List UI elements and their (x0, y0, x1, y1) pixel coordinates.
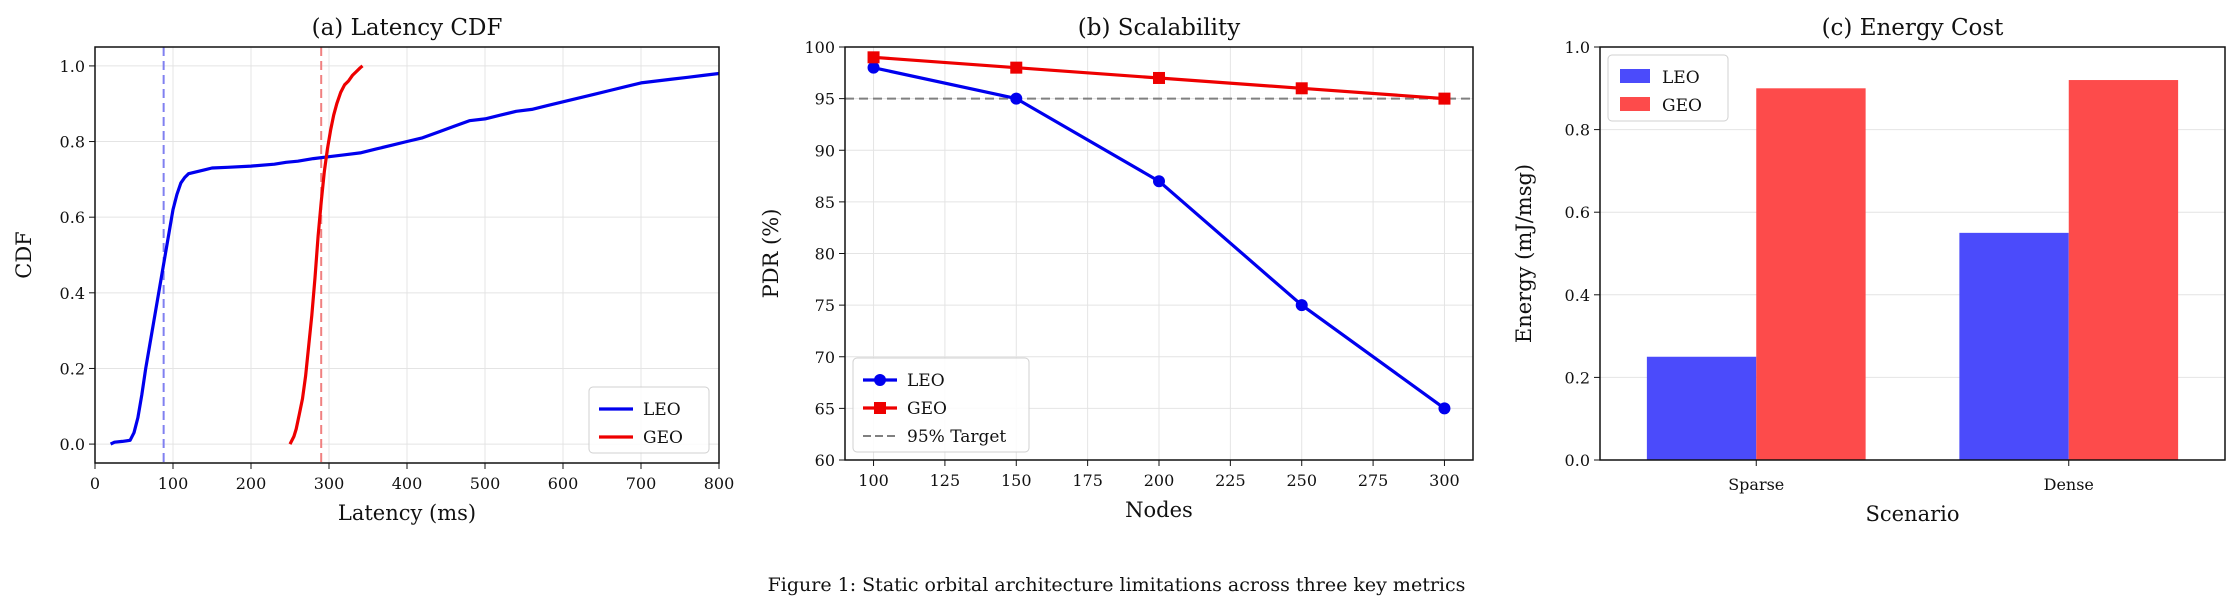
x-tick-label: 500 (470, 474, 501, 493)
series-line-leo (109, 71, 719, 446)
legend: LEO GEO (588, 386, 710, 454)
y-tick-label: 0.4 (1565, 286, 1590, 305)
y-tick-label: 75 (815, 296, 835, 315)
x-tick-label: 200 (1144, 471, 1175, 490)
plot-area (1646, 80, 2179, 460)
x-tick-label: Dense (2044, 475, 2094, 494)
y-tick-label: 90 (815, 141, 835, 160)
x-tick-label: 600 (548, 474, 579, 493)
data-point-geo (1010, 61, 1023, 74)
legend: LEO GEO (1607, 54, 1729, 122)
data-point-geo (1153, 71, 1165, 84)
x-tick-label: 250 (1286, 471, 1317, 490)
chart-title: (c) Energy Cost (1822, 15, 2005, 41)
y-tick-label: 1.0 (60, 57, 85, 76)
data-point-leo (1295, 299, 1308, 312)
axes-frame (94, 46, 720, 464)
series-line-geo (288, 64, 364, 445)
y-axis-label: CDF (12, 231, 36, 278)
figure-caption: Figure 1: Static orbital architecture li… (767, 574, 1466, 596)
data-point-leo (867, 61, 880, 74)
x-tick-label: 150 (1001, 471, 1032, 490)
y-tick-label: 0.8 (60, 133, 85, 152)
y-tick-label: 80 (815, 245, 835, 264)
y-tick-label: 0.6 (1565, 203, 1590, 222)
legend-label: LEO (643, 400, 681, 420)
x-tick-label: 275 (1358, 471, 1389, 490)
y-tick-label: 0.8 (1565, 121, 1590, 140)
axes-frame (844, 46, 1474, 461)
bar-leo-sparse (1646, 356, 1757, 460)
y-axis-label: PDR (%) (759, 209, 783, 299)
y-tick-label: 95 (815, 90, 835, 109)
legend-label: GEO (1662, 96, 1702, 116)
y-tick-label: 0.0 (1565, 451, 1590, 470)
data-point-leo (1153, 175, 1165, 188)
legend-swatch (1620, 97, 1650, 111)
x-tick-label: 175 (1072, 471, 1103, 490)
data-point-geo (1295, 82, 1308, 95)
chart-panel-1: 0.0 0.2 0.4 0.6 0.8 1.0 0 100 200 300 400 500 600 700… (12, 15, 734, 525)
legend-label: LEO (1662, 68, 1700, 88)
legend-swatch (1620, 69, 1650, 83)
data-point-leo (1438, 402, 1451, 415)
y-tick-label: 100 (804, 38, 835, 57)
bar-geo-sparse (1756, 88, 1866, 460)
legend-marker (874, 374, 886, 386)
y-tick-label: 85 (815, 193, 835, 212)
legend-label: LEO (907, 371, 945, 391)
y-tick-label: 65 (815, 399, 835, 418)
x-tick-label: 700 (626, 474, 657, 493)
y-tick-label: 0.2 (1565, 368, 1590, 387)
y-tick-label: 0.6 (60, 208, 85, 227)
y-tick-label: 0.2 (60, 359, 85, 378)
x-tick-label: 225 (1215, 471, 1246, 490)
x-tick-label: 125 (930, 471, 961, 490)
axes-frame (1599, 46, 2226, 461)
x-tick-label: Sparse (1728, 475, 1784, 494)
legend: LEO GEO 95% Target (852, 357, 1030, 453)
y-tick-label: 70 (815, 348, 835, 367)
bar-geo-dense (2068, 80, 2179, 460)
chart-title: (a) Latency CDF (312, 15, 503, 41)
data-point-geo (867, 51, 880, 64)
data-point-leo (1010, 92, 1023, 105)
x-axis-label: Nodes (1125, 498, 1193, 522)
x-tick-label: 200 (236, 474, 267, 493)
bar-leo-dense (1959, 232, 2069, 460)
y-tick-label: 0.4 (60, 284, 85, 303)
chart-title: (b) Scalability (1078, 15, 1240, 41)
x-tick-label: 100 (158, 474, 189, 493)
x-tick-label: 100 (858, 471, 889, 490)
y-axis-label: Energy (mJ/msg) (1512, 164, 1536, 343)
data-point-geo (1438, 92, 1451, 105)
y-tick-label: 1.0 (1565, 38, 1590, 57)
y-tick-label: 60 (815, 451, 835, 470)
legend-label: 95% Target (907, 427, 1006, 447)
legend-marker (874, 402, 886, 414)
x-axis-label: Scenario (1865, 502, 1959, 526)
x-tick-label: 300 (314, 474, 345, 493)
chart-panel-2: 60 65 70 75 80 85 90 95 100 100 125 150 175 200 225 250… (759, 15, 1474, 522)
x-tick-label: 0 (90, 474, 100, 493)
x-tick-label: 400 (392, 474, 423, 493)
legend-label: GEO (643, 428, 683, 448)
x-tick-label: 300 (1429, 471, 1460, 490)
legend-label: GEO (907, 399, 947, 419)
plot-area (109, 47, 719, 463)
chart-panel-3: 0.0 0.2 0.4 0.6 0.8 1.0 Sparse Dense (c) Energy … (1512, 15, 2226, 526)
x-tick-label: 800 (704, 474, 735, 493)
x-axis-label: Latency (ms) (338, 501, 476, 525)
y-tick-label: 0.0 (60, 435, 85, 454)
